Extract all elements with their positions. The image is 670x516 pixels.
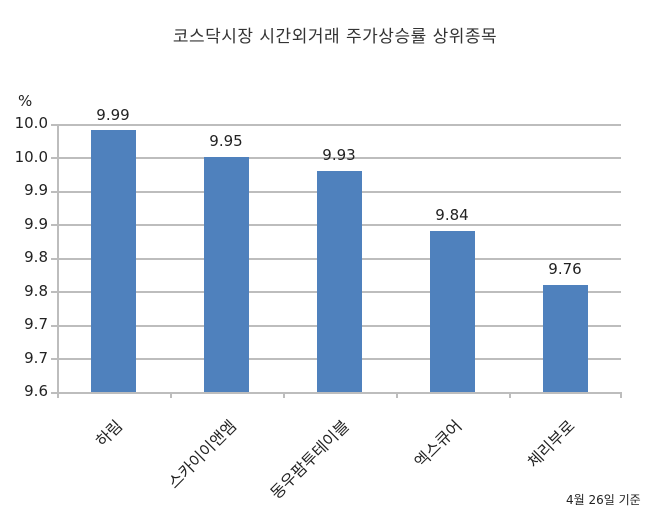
- y-tick: [51, 124, 57, 126]
- y-tick-label: 10.0: [14, 148, 48, 166]
- value-label: 9.95: [209, 132, 243, 150]
- x-category-label: 엑스큐어: [410, 416, 466, 472]
- y-tick: [51, 191, 57, 193]
- y-tick-label: 9.8: [24, 282, 48, 300]
- y-tick: [51, 325, 57, 327]
- x-tick: [283, 392, 285, 398]
- x-category-label: 체리부로: [523, 416, 579, 472]
- bar-dongwoo-farm-to-table[interactable]: [317, 171, 362, 392]
- y-tick-label: 9.9: [24, 215, 48, 233]
- gridline: [57, 157, 621, 159]
- y-tick: [51, 224, 57, 226]
- bar-skyienm[interactable]: [204, 157, 249, 392]
- y-tick-label: 9.7: [24, 315, 48, 333]
- x-tick: [509, 392, 511, 398]
- y-tick: [51, 291, 57, 293]
- y-tick: [51, 358, 57, 360]
- x-tick: [396, 392, 398, 398]
- value-label: 9.84: [435, 206, 469, 224]
- y-axis-line: [57, 124, 59, 394]
- x-tick: [620, 392, 622, 398]
- value-label: 9.99: [96, 106, 130, 124]
- y-tick-label: 9.9: [24, 181, 48, 199]
- x-category-label: 하림: [91, 416, 126, 451]
- y-axis-unit: %: [18, 92, 33, 110]
- bar-cherrybro[interactable]: [543, 285, 588, 392]
- gridline: [57, 124, 621, 126]
- bar-xcure[interactable]: [430, 231, 475, 392]
- chart-title: 코스닥시장 시간외거래 주가상승률 상위종목: [172, 27, 498, 47]
- y-tick-label: 9.6: [24, 382, 48, 400]
- y-tick: [51, 157, 57, 159]
- value-label: 9.93: [322, 146, 356, 164]
- y-tick-label: 9.7: [24, 349, 48, 367]
- date-note: 4월 26일 기준: [566, 493, 641, 507]
- x-category-label: 동우팜투테이블: [266, 416, 353, 503]
- y-tick-label: 10.0: [14, 114, 48, 132]
- y-tick: [51, 392, 57, 394]
- value-label: 9.76: [548, 260, 582, 278]
- y-tick-label: 9.8: [24, 248, 48, 266]
- x-category-label: 스카이이앤엠: [163, 416, 240, 493]
- bar-harim[interactable]: [91, 130, 136, 392]
- x-axis-line: [57, 392, 621, 394]
- x-tick: [57, 392, 59, 398]
- y-tick: [51, 258, 57, 260]
- x-tick: [170, 392, 172, 398]
- plot-area: 9.99 9.95 9.93 9.84 9.76: [51, 106, 622, 398]
